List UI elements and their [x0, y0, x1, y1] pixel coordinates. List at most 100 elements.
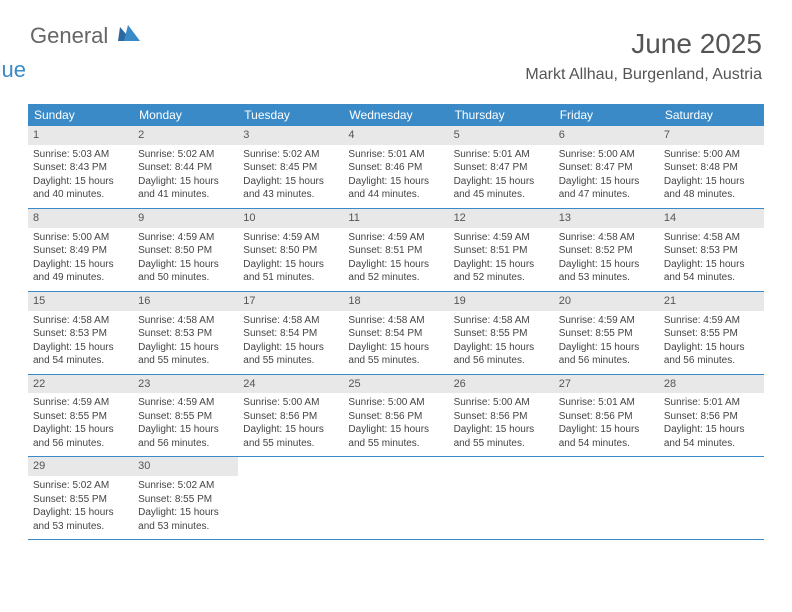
daylight-text: Daylight: 15 hours [664, 175, 759, 189]
calendar-day: 18Sunrise: 4:58 AMSunset: 8:54 PMDayligh… [343, 292, 448, 374]
sunrise-text: Sunrise: 4:58 AM [559, 231, 654, 245]
day-number: 22 [28, 375, 133, 394]
daylight-text: and 55 minutes. [348, 437, 443, 451]
daylight-text: and 48 minutes. [664, 188, 759, 202]
sunrise-text: Sunrise: 4:59 AM [454, 231, 549, 245]
daylight-text: and 56 minutes. [138, 437, 233, 451]
calendar-day: 11Sunrise: 4:59 AMSunset: 8:51 PMDayligh… [343, 209, 448, 291]
calendar-day: 6Sunrise: 5:00 AMSunset: 8:47 PMDaylight… [554, 126, 659, 208]
daylight-text: Daylight: 15 hours [348, 258, 443, 272]
day-details: Sunrise: 4:58 AMSunset: 8:54 PMDaylight:… [343, 311, 448, 374]
calendar-day: 9Sunrise: 4:59 AMSunset: 8:50 PMDaylight… [133, 209, 238, 291]
day-number: 3 [238, 126, 343, 145]
day-number: 1 [28, 126, 133, 145]
calendar-week: 8Sunrise: 5:00 AMSunset: 8:49 PMDaylight… [28, 209, 764, 292]
day-number: 5 [449, 126, 554, 145]
day-number: 27 [554, 375, 659, 394]
day-number: 30 [133, 457, 238, 476]
daylight-text: Daylight: 15 hours [664, 258, 759, 272]
day-number [238, 457, 343, 461]
day-details: Sunrise: 4:59 AMSunset: 8:55 PMDaylight:… [554, 311, 659, 374]
day-details: Sunrise: 4:59 AMSunset: 8:50 PMDaylight:… [133, 228, 238, 291]
sunset-text: Sunset: 8:55 PM [33, 493, 128, 507]
calendar-day: 12Sunrise: 4:59 AMSunset: 8:51 PMDayligh… [449, 209, 554, 291]
calendar-day: 29Sunrise: 5:02 AMSunset: 8:55 PMDayligh… [28, 457, 133, 539]
calendar-day [343, 457, 448, 539]
sunset-text: Sunset: 8:48 PM [664, 161, 759, 175]
daylight-text: Daylight: 15 hours [348, 175, 443, 189]
sunrise-text: Sunrise: 5:01 AM [348, 148, 443, 162]
weekday-header: Wednesday [343, 104, 448, 126]
calendar: Sunday Monday Tuesday Wednesday Thursday… [28, 104, 764, 540]
day-details: Sunrise: 4:59 AMSunset: 8:51 PMDaylight:… [343, 228, 448, 291]
sunrise-text: Sunrise: 5:02 AM [33, 479, 128, 493]
daylight-text: Daylight: 15 hours [348, 423, 443, 437]
calendar-day: 28Sunrise: 5:01 AMSunset: 8:56 PMDayligh… [659, 375, 764, 457]
daylight-text: and 56 minutes. [33, 437, 128, 451]
weekday-header: Friday [554, 104, 659, 126]
day-number [449, 457, 554, 461]
calendar-day: 7Sunrise: 5:00 AMSunset: 8:48 PMDaylight… [659, 126, 764, 208]
brand-logo: General Blue [30, 26, 140, 66]
day-details: Sunrise: 5:01 AMSunset: 8:56 PMDaylight:… [554, 393, 659, 456]
sunrise-text: Sunrise: 5:01 AM [454, 148, 549, 162]
sunset-text: Sunset: 8:56 PM [243, 410, 338, 424]
sunrise-text: Sunrise: 4:59 AM [138, 396, 233, 410]
calendar-day: 15Sunrise: 4:58 AMSunset: 8:53 PMDayligh… [28, 292, 133, 374]
logo-triangle-icon [118, 24, 140, 44]
calendar-day: 4Sunrise: 5:01 AMSunset: 8:46 PMDaylight… [343, 126, 448, 208]
sunrise-text: Sunrise: 4:59 AM [138, 231, 233, 245]
day-details: Sunrise: 4:59 AMSunset: 8:55 PMDaylight:… [659, 311, 764, 374]
daylight-text: and 53 minutes. [33, 520, 128, 534]
day-number: 25 [343, 375, 448, 394]
calendar-week: 15Sunrise: 4:58 AMSunset: 8:53 PMDayligh… [28, 292, 764, 375]
day-details: Sunrise: 5:00 AMSunset: 8:47 PMDaylight:… [554, 145, 659, 208]
daylight-text: Daylight: 15 hours [243, 423, 338, 437]
day-details: Sunrise: 4:59 AMSunset: 8:51 PMDaylight:… [449, 228, 554, 291]
daylight-text: and 44 minutes. [348, 188, 443, 202]
day-number: 29 [28, 457, 133, 476]
daylight-text: Daylight: 15 hours [138, 175, 233, 189]
daylight-text: Daylight: 15 hours [454, 341, 549, 355]
weekday-header-row: Sunday Monday Tuesday Wednesday Thursday… [28, 104, 764, 126]
day-number: 17 [238, 292, 343, 311]
sunrise-text: Sunrise: 5:01 AM [664, 396, 759, 410]
sunset-text: Sunset: 8:55 PM [138, 410, 233, 424]
daylight-text: Daylight: 15 hours [559, 423, 654, 437]
brand-part-2: Blue [0, 57, 26, 82]
sunrise-text: Sunrise: 4:59 AM [348, 231, 443, 245]
sunset-text: Sunset: 8:55 PM [664, 327, 759, 341]
daylight-text: Daylight: 15 hours [454, 258, 549, 272]
day-number: 24 [238, 375, 343, 394]
sunrise-text: Sunrise: 4:58 AM [348, 314, 443, 328]
day-number: 9 [133, 209, 238, 228]
sunrise-text: Sunrise: 5:00 AM [664, 148, 759, 162]
calendar-day: 10Sunrise: 4:59 AMSunset: 8:50 PMDayligh… [238, 209, 343, 291]
daylight-text: and 40 minutes. [33, 188, 128, 202]
calendar-week: 22Sunrise: 4:59 AMSunset: 8:55 PMDayligh… [28, 375, 764, 458]
day-details: Sunrise: 5:01 AMSunset: 8:56 PMDaylight:… [659, 393, 764, 456]
daylight-text: Daylight: 15 hours [243, 341, 338, 355]
sunset-text: Sunset: 8:56 PM [348, 410, 443, 424]
sunset-text: Sunset: 8:43 PM [33, 161, 128, 175]
sunrise-text: Sunrise: 5:00 AM [454, 396, 549, 410]
daylight-text: and 55 minutes. [243, 354, 338, 368]
sunrise-text: Sunrise: 5:00 AM [348, 396, 443, 410]
calendar-day: 21Sunrise: 4:59 AMSunset: 8:55 PMDayligh… [659, 292, 764, 374]
calendar-day: 30Sunrise: 5:02 AMSunset: 8:55 PMDayligh… [133, 457, 238, 539]
daylight-text: and 43 minutes. [243, 188, 338, 202]
daylight-text: and 55 minutes. [348, 354, 443, 368]
daylight-text: and 56 minutes. [664, 354, 759, 368]
calendar-day: 27Sunrise: 5:01 AMSunset: 8:56 PMDayligh… [554, 375, 659, 457]
day-number: 21 [659, 292, 764, 311]
day-details: Sunrise: 5:00 AMSunset: 8:49 PMDaylight:… [28, 228, 133, 291]
sunrise-text: Sunrise: 5:00 AM [559, 148, 654, 162]
sunset-text: Sunset: 8:56 PM [559, 410, 654, 424]
calendar-day: 25 Sunrise: 5:00 AMSunset: 8:56 PMDayligh… [343, 375, 448, 457]
day-number: 4 [343, 126, 448, 145]
daylight-text: and 47 minutes. [559, 188, 654, 202]
calendar-day: 13Sunrise: 4:58 AMSunset: 8:52 PMDayligh… [554, 209, 659, 291]
daylight-text: Daylight: 15 hours [664, 423, 759, 437]
sunset-text: Sunset: 8:55 PM [33, 410, 128, 424]
day-number: 28 [659, 375, 764, 394]
